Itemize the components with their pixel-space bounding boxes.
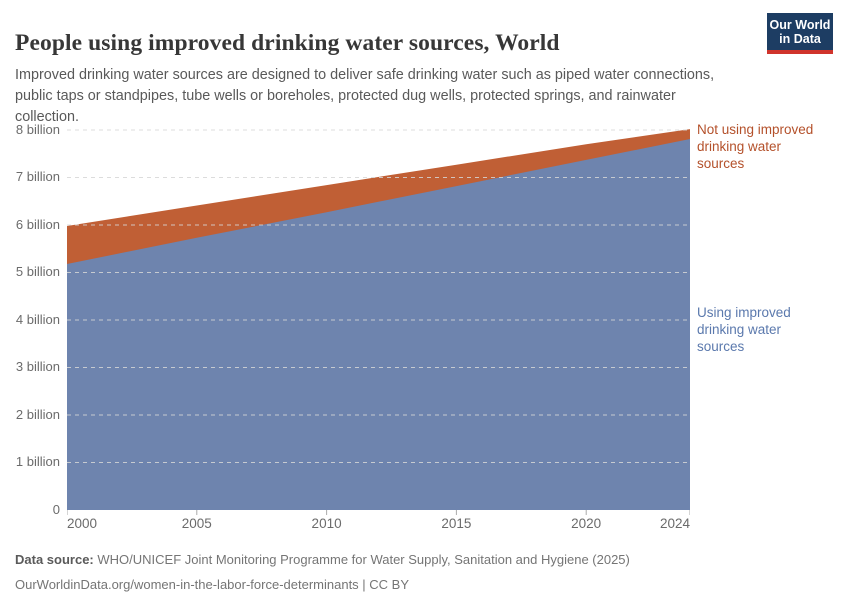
page-title: People using improved drinking water sou… — [15, 29, 560, 56]
plot-svg — [67, 129, 690, 515]
x-tick-label: 2015 — [441, 516, 472, 531]
footer-link-line[interactable]: OurWorldinData.org/women-in-the-labor-fo… — [15, 577, 410, 592]
series-label-not-using[interactable]: Not using improved drinking water source… — [697, 122, 814, 171]
y-tick-label: 7 billion — [15, 169, 60, 184]
owid-logo-line2: in Data — [779, 31, 821, 46]
x-tick-label: 2005 — [181, 516, 212, 531]
y-tick-label: 8 billion — [15, 121, 60, 137]
owid-logo-line1: Our World — [769, 17, 831, 32]
x-tick-label: 2020 — [571, 516, 602, 531]
x-tick-label: 2010 — [311, 516, 342, 531]
footer: Data source: WHO/UNICEF Joint Monitoring… — [15, 547, 815, 597]
series-label-using[interactable]: Using improved drinking water sources — [697, 305, 791, 354]
data-source-label: Data source: — [15, 552, 94, 567]
owid-logo[interactable]: Our World in Data — [767, 13, 833, 54]
x-tick-label: 2024 — [659, 516, 690, 531]
x-tick-label: 2000 — [67, 516, 98, 531]
y-tick-label: 6 billion — [15, 216, 60, 232]
data-source-text: WHO/UNICEF Joint Monitoring Programme fo… — [97, 552, 630, 567]
y-tick-label: 4 billion — [15, 311, 60, 327]
data-source-line: Data source: WHO/UNICEF Joint Monitoring… — [15, 547, 815, 572]
y-tick-label: 2 billion — [15, 406, 60, 422]
y-tick-label: 1 billion — [15, 454, 60, 469]
y-tick-label: 3 billion — [15, 359, 60, 374]
y-tick-label: 5 billion — [15, 264, 60, 279]
chart-subtitle: Improved drinking water sources are desi… — [15, 67, 715, 126]
y-tick-label: 0 — [52, 501, 60, 517]
area-using-improved[interactable] — [67, 139, 690, 510]
